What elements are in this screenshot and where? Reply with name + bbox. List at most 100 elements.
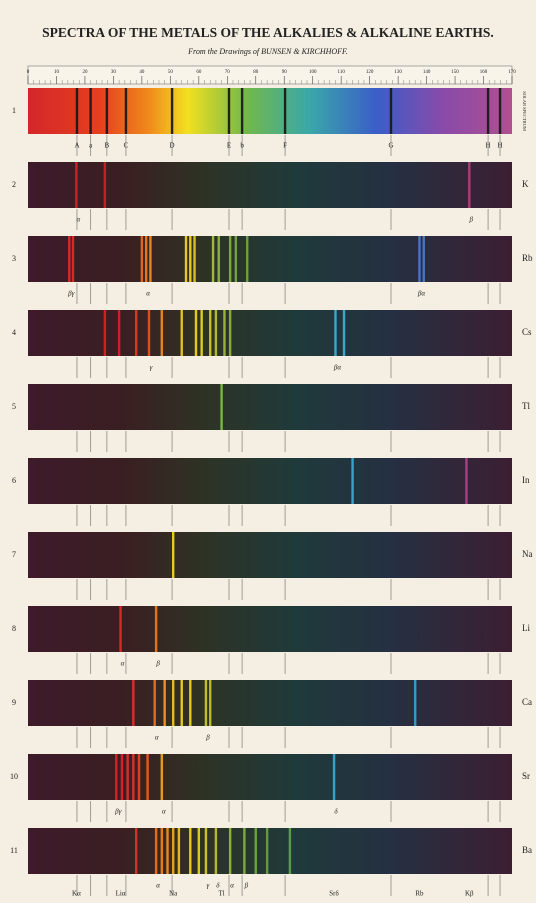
- bottom-label: Tl: [218, 890, 224, 898]
- spectral-line: [126, 754, 128, 800]
- spectral-line: [149, 236, 151, 282]
- spectral-line: [468, 162, 470, 208]
- line-label: α: [162, 808, 166, 816]
- spectrum-band: [28, 310, 512, 356]
- spectrum-band: [28, 162, 512, 208]
- scale-label: 70: [225, 70, 231, 75]
- spectrum-band: [28, 606, 512, 652]
- line-label: α: [77, 216, 81, 224]
- spectral-line: [333, 754, 335, 800]
- line-label: b: [240, 142, 244, 150]
- spectral-line: [334, 310, 336, 356]
- spectral-line: [229, 310, 231, 356]
- spectral-line: [145, 236, 147, 282]
- scale-label: 140: [423, 70, 431, 75]
- row-number: 3: [12, 254, 16, 263]
- spectrum-band: [28, 236, 512, 282]
- line-label: C: [124, 142, 129, 150]
- spectrum-band: [28, 532, 512, 578]
- row-number: 5: [12, 402, 16, 411]
- spectral-line: [246, 236, 248, 282]
- spectral-line: [119, 606, 121, 652]
- spectral-line: [351, 458, 353, 504]
- spectral-line: [266, 828, 268, 874]
- line-label: β: [469, 216, 474, 224]
- spectral-line: [289, 828, 291, 874]
- spectral-line: [132, 680, 134, 726]
- spectral-line: [141, 236, 143, 282]
- line-label: G: [388, 142, 393, 150]
- scale-label: 120: [366, 70, 374, 75]
- spectral-line: [181, 310, 183, 356]
- element-label: Na: [522, 549, 533, 559]
- spectral-line: [209, 680, 211, 726]
- line-label: D: [170, 142, 175, 150]
- element-label: Li: [522, 623, 530, 633]
- line-label: βγ: [67, 290, 74, 298]
- element-label: Sr: [522, 771, 530, 781]
- spectral-line: [499, 88, 501, 134]
- element-label: Ca: [522, 697, 532, 707]
- element-label: SOLAR SPECTRUM: [522, 91, 527, 131]
- spectral-line: [193, 236, 195, 282]
- row-number: 7: [12, 550, 16, 559]
- spectral-line: [189, 828, 191, 874]
- title: SPECTRA OF THE METALS OF THE ALKALIES & …: [42, 25, 494, 40]
- scale-label: 150: [451, 70, 459, 75]
- row-number: 8: [12, 624, 16, 633]
- line-label: B: [105, 142, 110, 150]
- spectral-line: [166, 828, 168, 874]
- spectral-line: [121, 754, 123, 800]
- line-label: βα: [417, 290, 425, 298]
- spectral-line: [223, 310, 225, 356]
- spectral-line: [171, 88, 173, 134]
- spectral-line: [68, 236, 70, 282]
- row-number: 11: [10, 846, 18, 855]
- spectral-line: [172, 828, 174, 874]
- spectral-line: [284, 88, 286, 134]
- spectral-line: [155, 606, 157, 652]
- spectrum-band: [28, 384, 512, 430]
- scale-label: 90: [282, 70, 288, 75]
- spectral-line: [185, 236, 187, 282]
- spectral-line: [390, 88, 392, 134]
- scale-label: 110: [338, 70, 346, 75]
- line-label: α: [230, 882, 234, 890]
- spectral-line: [189, 236, 191, 282]
- element-label: Rb: [522, 253, 533, 263]
- row-number: 1: [12, 106, 16, 115]
- bottom-label: Kβ: [465, 890, 474, 898]
- spectral-line: [155, 828, 157, 874]
- spectral-line: [200, 310, 202, 356]
- line-label: δ: [216, 882, 220, 890]
- line-label: α: [156, 882, 160, 890]
- scale-label: 80: [253, 70, 259, 75]
- line-label: α: [155, 734, 159, 742]
- spectral-line: [132, 754, 134, 800]
- spectral-line: [215, 828, 217, 874]
- spectral-line: [89, 88, 91, 134]
- spectrum-band: [28, 458, 512, 504]
- element-label: Cs: [522, 327, 532, 337]
- spectrum-band: [28, 828, 512, 874]
- spectral-line: [146, 754, 148, 800]
- line-label: β: [244, 882, 249, 890]
- spectral-line: [172, 532, 174, 578]
- scale-label: 160: [480, 70, 488, 75]
- spectral-line: [125, 88, 127, 134]
- line-label: δ: [334, 808, 338, 816]
- spectral-line: [228, 88, 230, 134]
- scale-label: 40: [139, 70, 145, 75]
- spectral-line: [181, 680, 183, 726]
- line-label: H: [486, 142, 491, 150]
- scale-label: 130: [394, 70, 402, 75]
- row-number: 9: [12, 698, 16, 707]
- spectral-line: [255, 828, 257, 874]
- bottom-label: Rb: [415, 890, 424, 898]
- spectral-line: [212, 236, 214, 282]
- row-number: 4: [12, 328, 16, 337]
- scale-ruler: [28, 66, 512, 84]
- spectral-line: [104, 162, 106, 208]
- spectral-line: [104, 310, 106, 356]
- spectral-line: [163, 680, 165, 726]
